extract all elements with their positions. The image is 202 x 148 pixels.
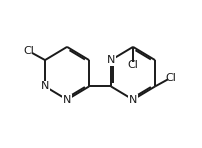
Text: N: N <box>106 55 115 65</box>
Text: Cl: Cl <box>165 73 176 83</box>
Text: Cl: Cl <box>127 60 138 70</box>
Text: N: N <box>128 95 137 105</box>
Text: N: N <box>41 81 49 91</box>
Text: Cl: Cl <box>23 46 34 56</box>
Text: N: N <box>63 95 71 105</box>
